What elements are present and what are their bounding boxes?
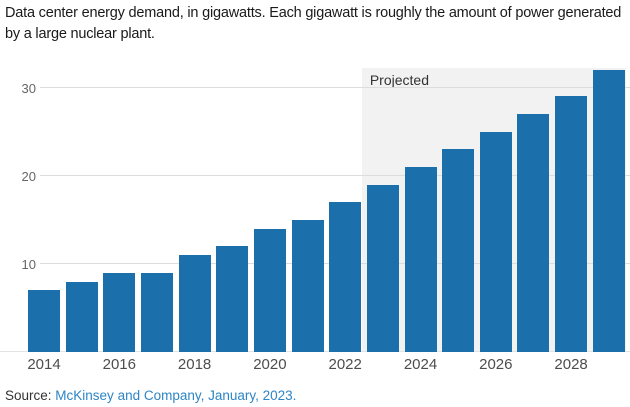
- gridline-20: [40, 174, 630, 176]
- bar-2027: [517, 114, 550, 352]
- x-axis-tick-label: 2016: [102, 356, 136, 373]
- gridline-30: [40, 86, 630, 88]
- source-prefix-label: Source:: [5, 388, 52, 403]
- bar-2017: [140, 272, 173, 352]
- bar-2015: [65, 281, 98, 352]
- y-axis-tick-label: 10: [21, 256, 36, 272]
- x-axis-tick-label: 2026: [479, 356, 513, 373]
- bar-2028: [555, 96, 588, 352]
- bar-2020: [253, 228, 286, 352]
- y-axis-tick-label: 20: [21, 168, 36, 184]
- bar-2029: [592, 70, 625, 352]
- bar-2019: [216, 246, 249, 352]
- bar-2021: [291, 219, 324, 352]
- x-axis-tick-label: 2014: [27, 356, 61, 373]
- bar-2018: [178, 255, 211, 352]
- bar-2014: [28, 290, 60, 352]
- x-axis-tick-label: 2020: [253, 356, 287, 373]
- source-link[interactable]: McKinsey and Company, January, 2023.: [55, 388, 297, 403]
- bar-2016: [103, 272, 136, 352]
- source-line: Source: McKinsey and Company, January, 2…: [5, 388, 296, 403]
- projected-label: Projected: [369, 72, 429, 88]
- chart-title: Data center energy demand, in gigawatts.…: [5, 5, 622, 42]
- bar-2023: [366, 184, 399, 352]
- y-axis-tick-label: 30: [21, 80, 36, 96]
- x-axis-tick-label: 2024: [403, 356, 438, 373]
- bar-2024: [404, 166, 437, 352]
- x-axis-tick-label: 2018: [177, 356, 212, 373]
- bar-2022: [329, 202, 362, 352]
- bar-2025: [442, 149, 475, 352]
- x-axis-tick-label: 2028: [554, 356, 588, 373]
- bar-2026: [479, 131, 512, 352]
- plot-area: Projected 10 20 30: [0, 60, 630, 352]
- x-axis-tick-label: 2022: [328, 356, 362, 373]
- x-axis-labels: 2014 2016 2018 2020 2022 2024 2026 2028: [0, 356, 630, 374]
